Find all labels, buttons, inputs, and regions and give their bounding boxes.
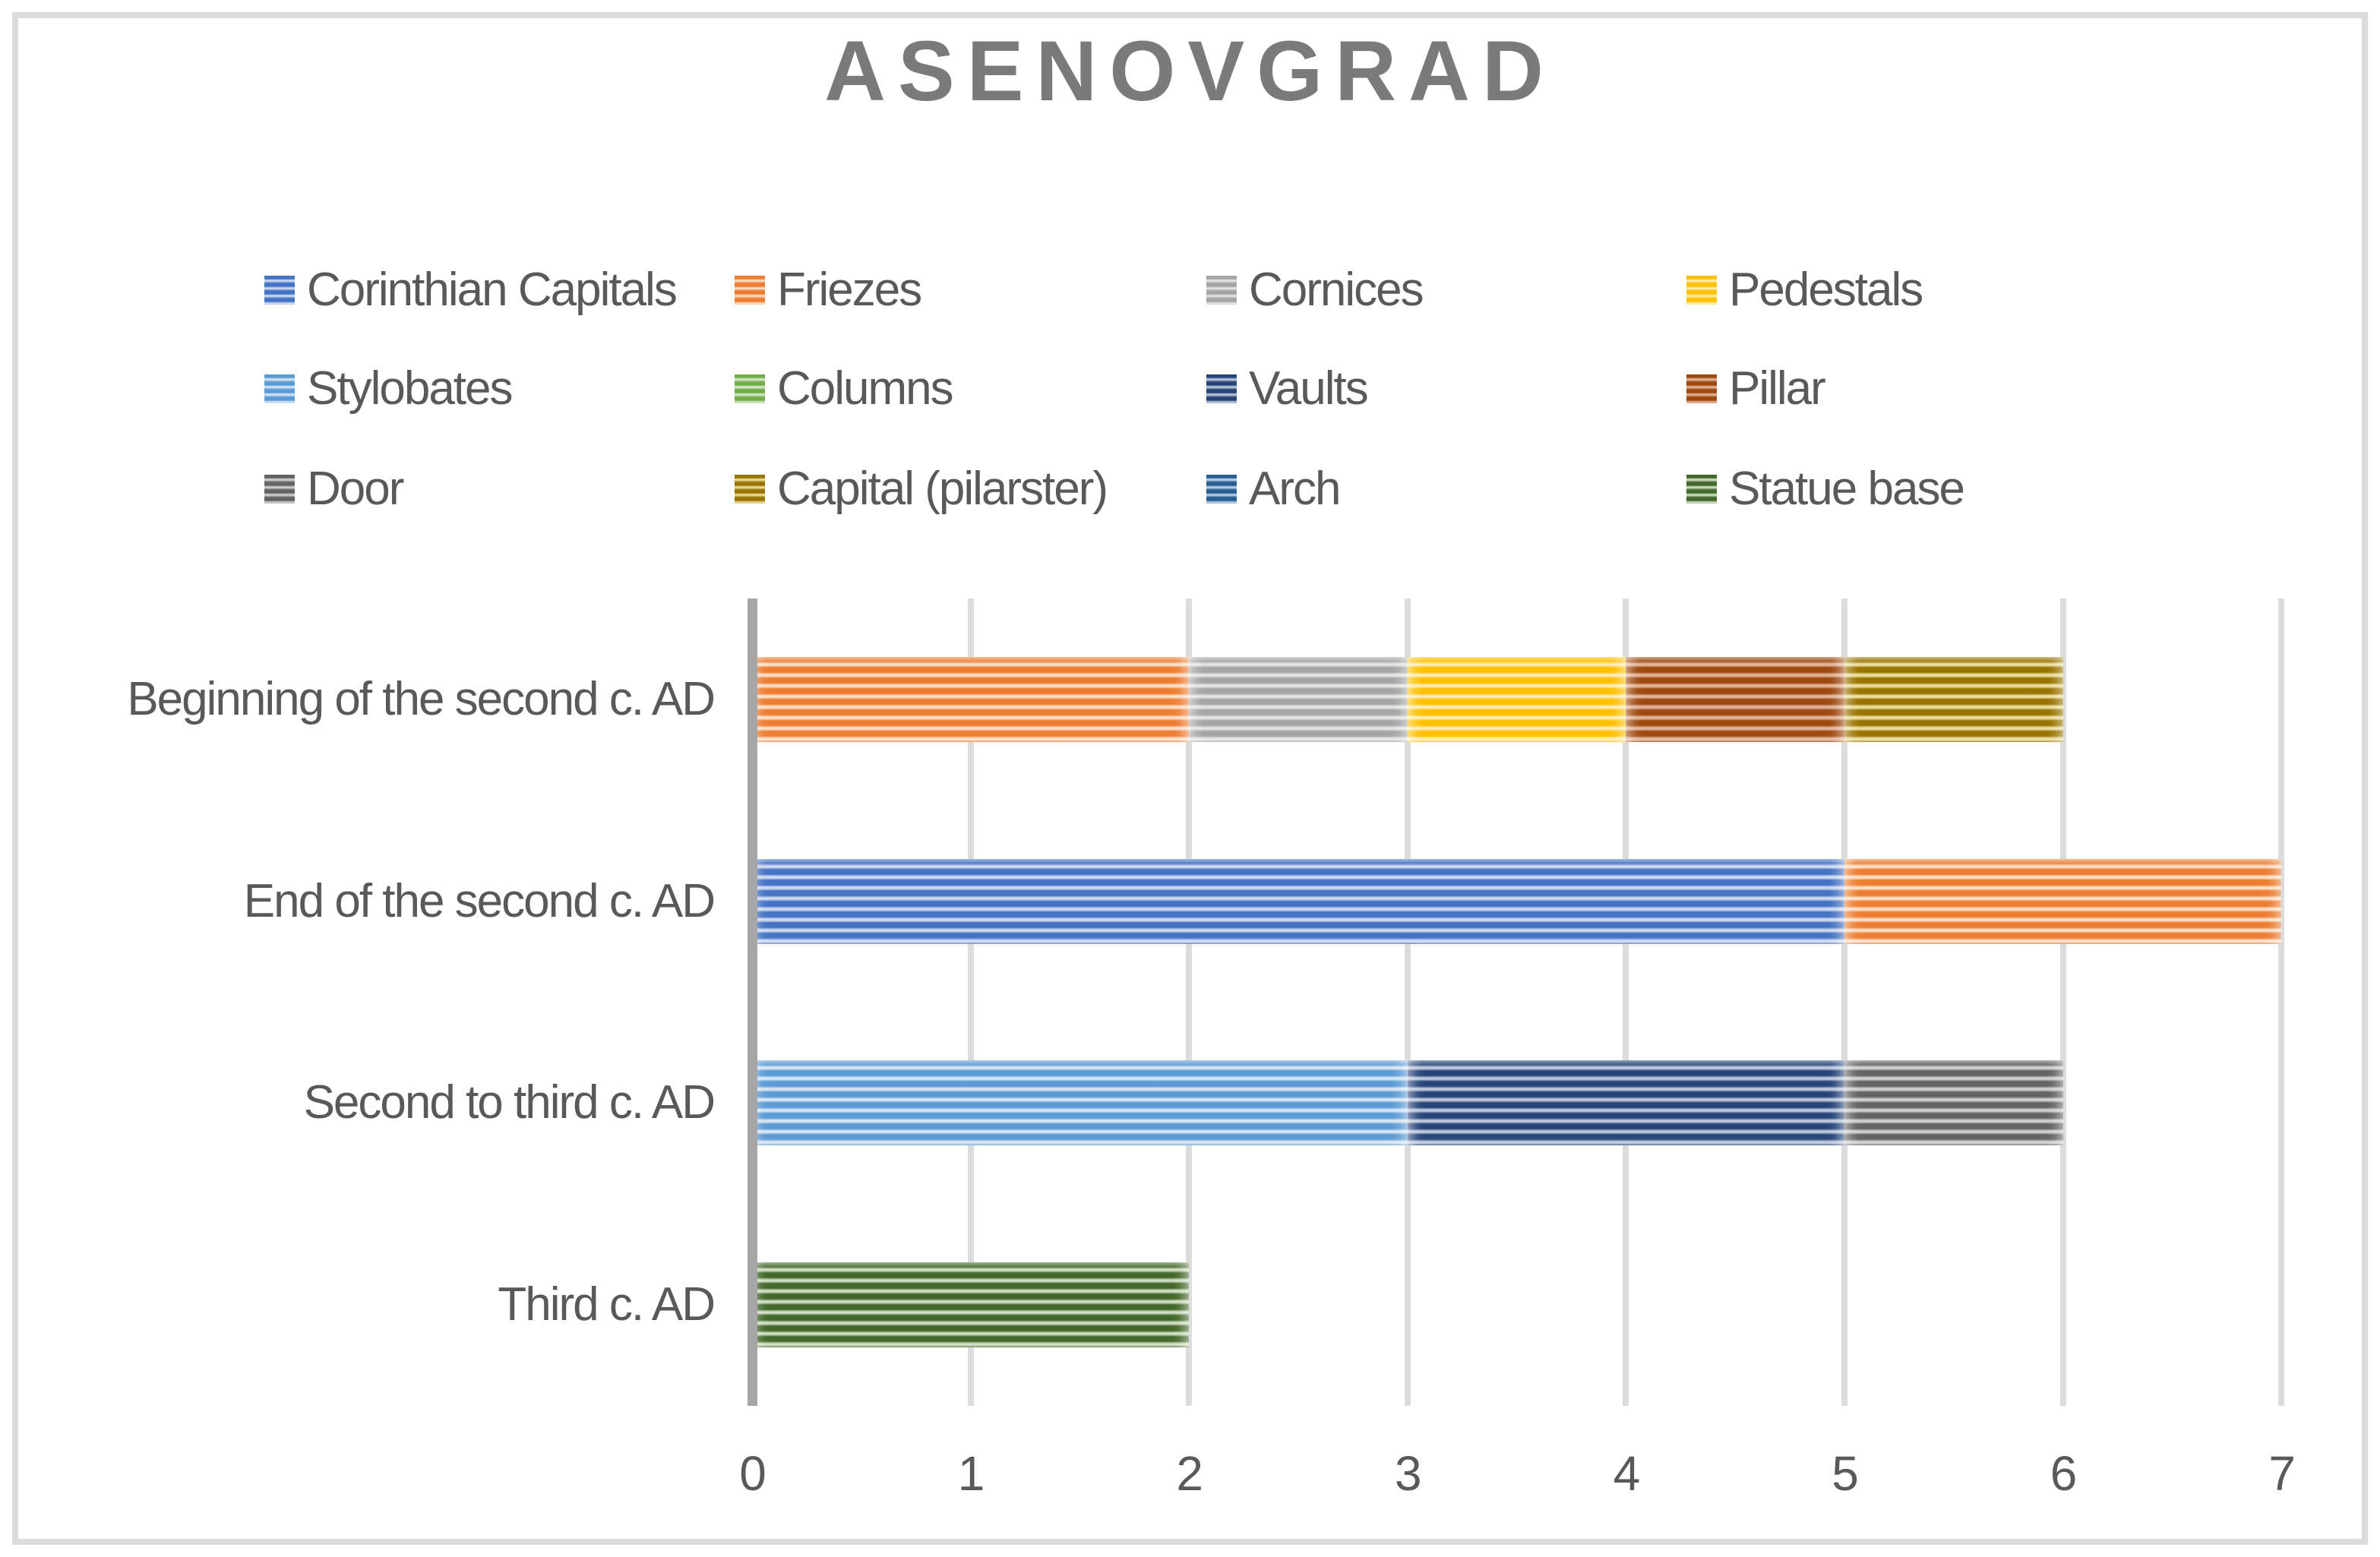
legend-swatch-icon [735,475,765,504]
legend-item-vaults: Vaults [1206,362,1369,415]
bar-segment-vaults [1407,1060,1844,1146]
legend-label: Vaults [1249,362,1369,415]
legend-swatch-icon [1206,276,1237,305]
legend-item-pedestals: Pedestals [1686,264,1923,316]
category-label: Second to third c. AD [303,1076,716,1129]
legend-label: Columns [777,362,954,415]
legend-swatch-icon [264,374,295,403]
legend-swatch-icon [1686,276,1717,305]
legend-label: Arch [1249,463,1341,515]
bar-segment-pillar [1626,656,1844,742]
x-tick-label: 4 [1613,1446,1641,1501]
legend-label: Cornices [1249,264,1424,316]
legend-swatch-icon [264,276,295,305]
x-tick-label: 2 [1176,1446,1203,1501]
legend-item-door: Door [264,463,404,515]
legend-swatch-icon [1206,475,1237,504]
legend-item-stylobates: Stylobates [264,362,514,415]
legend-item-columns: Columns [735,362,954,415]
bar-segment-stylobates [752,1060,1408,1146]
legend-label: Pedestals [1729,264,1923,316]
chart-title: ASENOVGRAD [824,24,1556,118]
x-tick-label: 1 [957,1446,985,1501]
gridline-x1 [967,598,974,1406]
y-axis-line [748,598,757,1406]
category-label: Third c. AD [498,1278,716,1331]
legend-swatch-icon [1686,475,1717,504]
legend-item-cornices: Cornices [1206,264,1424,316]
bar-segment-door [1844,1060,2063,1146]
category-label: Beginning of the second c. AD [127,672,716,725]
x-tick-label: 5 [1832,1446,1859,1501]
legend-item-capital-pilarster: Capital (pilarster) [735,463,1108,515]
legend-label: Statue base [1729,463,1965,515]
bar-segment-friezes [752,656,1190,742]
legend-label: Door [307,463,404,515]
x-tick-label: 6 [2050,1446,2078,1501]
bar-segment-capital-pilarster [1844,656,2063,742]
gridline-x2 [1186,598,1193,1406]
legend-swatch-icon [1206,374,1237,403]
legend-item-corinthian-capitals: Corinthian Capitals [264,264,678,316]
legend-swatch-icon [735,276,765,305]
legend-label: Capital (pilarster) [777,463,1108,515]
bar-segment-statue-base [752,1262,1190,1348]
legend-swatch-icon [264,475,295,504]
gridline-x6 [2059,598,2066,1406]
gridline-x7 [2278,598,2285,1406]
bar-segment-friezes [1844,858,2282,944]
x-tick-label: 3 [1395,1446,1422,1501]
legend-swatch-icon [1686,374,1717,403]
gridline-x5 [1841,598,1847,1406]
bar-segment-corinthian-capitals [752,858,1844,944]
bar-segment-pedestals [1407,656,1626,742]
x-tick-label: 0 [739,1446,766,1501]
legend-label: Friezes [777,264,922,316]
legend-item-pillar: Pillar [1686,362,1826,415]
legend-label: Stylobates [307,362,514,415]
category-label: End of the second c. AD [243,874,716,927]
gridline-x4 [1623,598,1629,1406]
gridline-x3 [1404,598,1411,1406]
legend-label: Pillar [1729,362,1826,415]
legend-swatch-icon [735,374,765,403]
legend-item-arch: Arch [1206,463,1341,515]
legend-label: Corinthian Capitals [307,264,678,316]
legend-item-friezes: Friezes [735,264,922,316]
bar-segment-cornices [1189,656,1408,742]
x-tick-label: 7 [2268,1446,2296,1501]
legend-item-statue-base: Statue base [1686,463,1965,515]
